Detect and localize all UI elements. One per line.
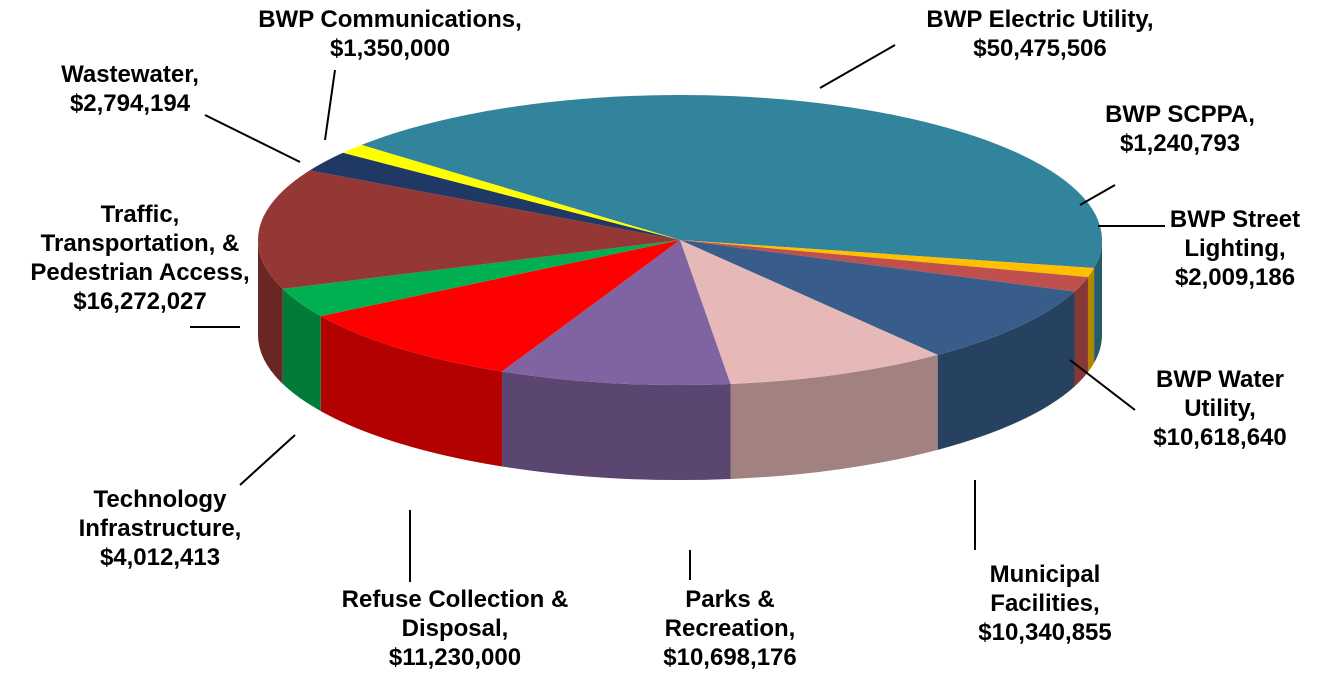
- slice-side: [937, 291, 1075, 450]
- slice: [680, 240, 1075, 355]
- slice: [282, 240, 680, 317]
- value-label: $10,340,855: [978, 619, 1112, 646]
- category-name: Traffic, Transportation, & Pedestrian Ac…: [30, 201, 250, 286]
- slice-label: Technology Infrastructure, $4,012,413: [60, 485, 260, 572]
- value-label: $4,012,413: [99, 544, 221, 571]
- slice: [502, 240, 731, 386]
- slice-side: [730, 354, 938, 479]
- leader-line: [239, 434, 296, 486]
- slice-side: [320, 316, 503, 467]
- value-label: $16,272,027: [73, 288, 207, 315]
- slice: [680, 240, 938, 384]
- leader-line: [1079, 184, 1116, 206]
- slice-label: BWP Water Utility, $10,618,640: [1130, 365, 1310, 452]
- category-name: BWP Water Utility,: [1155, 366, 1284, 422]
- slice: [680, 240, 1088, 292]
- slice-label: Refuse Collection & Disposal, $11,230,000: [325, 585, 585, 672]
- slice: [309, 152, 680, 240]
- slice-label: Wastewater, $2,794,194: [30, 60, 230, 118]
- slice-side: [282, 288, 321, 412]
- slice-label: BWP SCPPA, $1,240,793: [1080, 100, 1280, 158]
- value-label: $50,475,506: [973, 35, 1107, 62]
- category-name: Technology Infrastructure,: [78, 486, 242, 542]
- slice-label: Parks & Recreation, $10,698,176: [630, 585, 830, 672]
- slice: [320, 240, 680, 372]
- category-name: BWP Electric Utility,: [926, 6, 1154, 33]
- slice: [257, 170, 680, 289]
- category-name: BWP SCPPA,: [1105, 101, 1255, 128]
- category-name: BWP Communications,: [258, 6, 522, 33]
- value-label: $10,698,176: [663, 644, 797, 671]
- value-label: $1,240,793: [1119, 130, 1241, 157]
- value-label: $2,794,194: [69, 90, 191, 117]
- category-name: Refuse Collection & Disposal,: [341, 586, 569, 642]
- leader-line: [324, 69, 336, 141]
- leader-line: [1069, 359, 1136, 411]
- category-name: Parks & Recreation,: [664, 586, 796, 642]
- value-label: $11,230,000: [388, 644, 522, 671]
- slice-side: [1074, 277, 1088, 387]
- slice-label: BWP Electric Utility, $50,475,506: [875, 5, 1205, 63]
- slice-label: Municipal Facilities, $10,340,855: [945, 560, 1145, 647]
- leader-line: [204, 114, 301, 163]
- slice-label: BWP Communications, $1,350,000: [225, 5, 555, 63]
- value-label: $1,350,000: [329, 35, 451, 62]
- slice-side: [1087, 267, 1095, 373]
- value-label: $10,618,640: [1153, 424, 1287, 451]
- slice: [361, 95, 1102, 268]
- value-label: $2,009,186: [1174, 264, 1296, 291]
- slice: [680, 240, 1095, 278]
- leader-line: [819, 44, 896, 89]
- slice-label: BWP Street Lighting, $2,009,186: [1145, 205, 1325, 292]
- slice: [342, 144, 680, 240]
- slice-side: [258, 240, 283, 384]
- category-name: Wastewater,: [61, 61, 199, 88]
- slice-side: [1094, 240, 1102, 363]
- slice-label: Traffic, Transportation, & Pedestrian Ac…: [25, 200, 255, 316]
- category-name: BWP Street Lighting,: [1169, 206, 1301, 262]
- category-name: Municipal Facilities,: [989, 561, 1101, 617]
- slice-side: [502, 371, 731, 481]
